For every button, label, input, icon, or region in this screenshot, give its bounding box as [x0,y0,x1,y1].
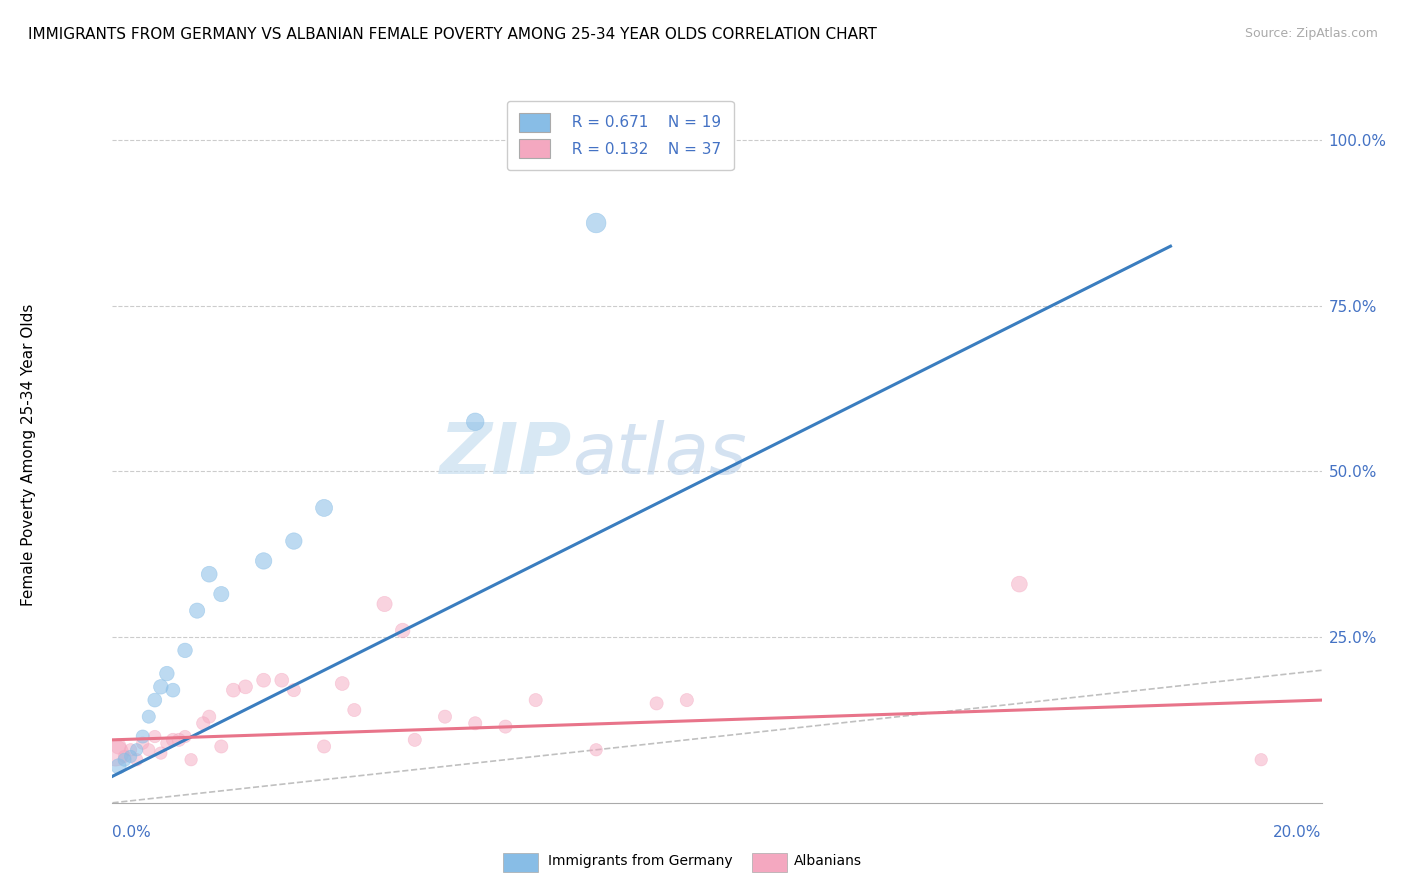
Point [114,753,136,767]
Point [162,683,184,698]
Point [174,730,197,744]
Point [585,743,607,757]
Text: ZIP: ZIP [440,420,572,490]
Point [433,709,456,723]
Point [524,693,547,707]
Point [180,753,202,767]
Point [191,716,214,731]
Point [314,739,336,754]
Point [114,749,136,764]
Point [283,683,305,698]
Point [1008,577,1031,591]
Point [104,746,127,760]
Point [167,732,190,747]
Point [125,743,148,757]
Point [149,680,172,694]
Point [404,732,426,747]
Point [270,673,292,688]
Point [330,676,353,690]
Point [283,534,305,549]
Point [120,743,142,757]
Point [132,736,155,750]
Point [1250,753,1272,767]
Point [132,730,155,744]
Text: 0.0%: 0.0% [112,825,152,840]
Point [107,759,129,773]
Text: Female Poverty Among 25-34 Year Olds: Female Poverty Among 25-34 Year Olds [21,304,35,606]
Point [209,739,232,754]
Point [391,624,413,638]
Point [186,604,208,618]
Point [209,587,232,601]
Text: atlas: atlas [572,420,747,490]
Point [675,693,697,707]
Point [585,216,607,230]
Point [314,500,336,515]
Point [222,683,245,698]
Point [374,597,396,611]
Point [235,680,257,694]
Point [495,720,517,734]
Point [156,666,179,681]
Point [125,753,148,767]
Point [138,709,160,723]
Point [464,415,486,429]
Point [198,567,221,582]
Point [645,697,668,711]
Point [138,743,160,757]
Text: Albanians: Albanians [794,854,862,868]
Text: Immigrants from Germany: Immigrants from Germany [548,854,733,868]
Text: Source: ZipAtlas.com: Source: ZipAtlas.com [1244,27,1378,40]
Point [162,732,184,747]
Point [143,693,166,707]
Point [156,736,179,750]
Text: 20.0%: 20.0% [1274,825,1322,840]
Point [143,730,166,744]
Point [149,746,172,760]
Point [174,643,197,657]
Legend:   R = 0.671    N = 19,   R = 0.132    N = 37: R = 0.671 N = 19, R = 0.132 N = 37 [508,101,734,170]
Point [198,709,221,723]
Text: IMMIGRANTS FROM GERMANY VS ALBANIAN FEMALE POVERTY AMONG 25-34 YEAR OLDS CORRELA: IMMIGRANTS FROM GERMANY VS ALBANIAN FEMA… [28,27,877,42]
Point [253,554,276,568]
Point [464,716,486,731]
Point [253,673,276,688]
Point [343,703,366,717]
Point [120,749,142,764]
Point [107,739,129,754]
